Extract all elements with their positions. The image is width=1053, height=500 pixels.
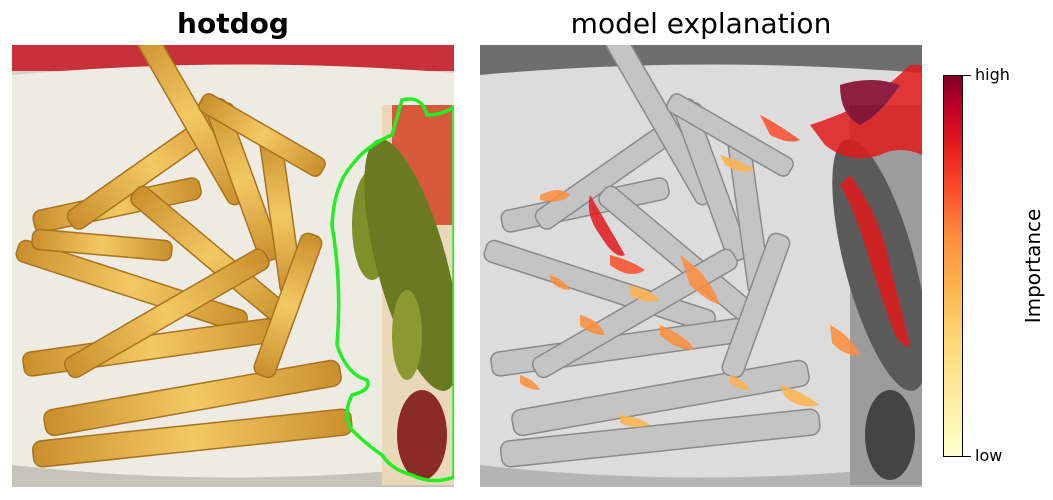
colorbar-high-label: high — [975, 65, 1010, 84]
importance-colorbar — [943, 75, 963, 457]
colorbar-axis-label: Importance — [1021, 208, 1045, 324]
food-photo-icon — [12, 45, 454, 487]
right-panel-title: model explanation — [570, 7, 832, 40]
colorbar-low-label: low — [975, 446, 1003, 465]
left-panel-title: hotdog — [177, 7, 289, 40]
explanation-image-panel — [480, 45, 922, 487]
hotdog-outline — [330, 97, 454, 483]
original-image-panel — [12, 45, 454, 487]
fries-group — [15, 45, 353, 468]
colorbar-tick-low — [963, 456, 971, 457]
heatmap-overlay-icon — [480, 45, 922, 487]
colorbar-tick-high — [963, 75, 971, 76]
heatmap-blobs — [520, 65, 922, 428]
hotdog-group — [352, 105, 454, 485]
